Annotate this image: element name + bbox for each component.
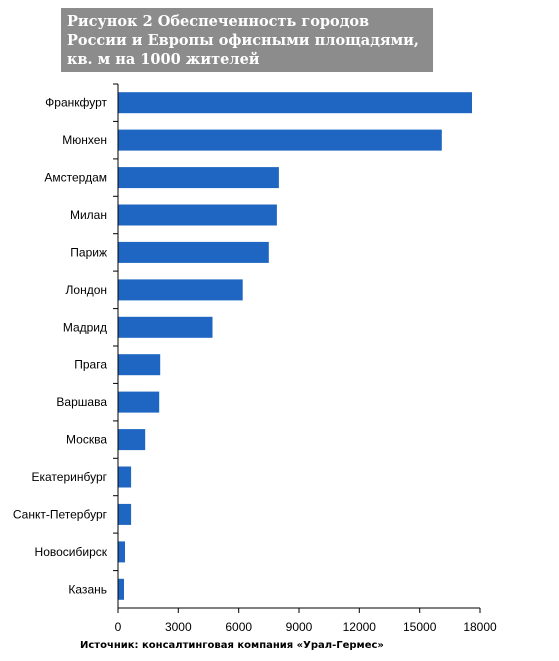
- bar: [118, 578, 124, 600]
- x-tick-label: 6000: [225, 620, 252, 634]
- x-tick-label: 0: [115, 620, 122, 634]
- bar: [118, 204, 277, 226]
- x-tick-label: 18000: [463, 620, 497, 634]
- x-tick-label: 15000: [403, 620, 437, 634]
- bar: [118, 354, 161, 376]
- category-label: Париж: [70, 245, 107, 259]
- category-label: Прага: [74, 358, 107, 372]
- source-note: Источник: консалтинговая компания «Урал-…: [80, 640, 384, 651]
- bar: [118, 241, 269, 263]
- bar: [118, 391, 160, 413]
- category-label: Мадрид: [63, 320, 107, 334]
- chart-title: Рисунок 2 Обеспеченность городов России …: [61, 8, 433, 72]
- bar: [118, 503, 132, 525]
- category-label: Варшава: [56, 395, 107, 409]
- bar: [118, 429, 146, 451]
- bar: [118, 279, 243, 301]
- x-tick-label: 12000: [343, 620, 377, 634]
- x-tick-label: 3000: [165, 620, 192, 634]
- bar: [118, 92, 472, 114]
- bar: [118, 466, 132, 488]
- category-label: Казань: [68, 582, 107, 596]
- bar: [118, 167, 279, 189]
- x-tick-label: 9000: [286, 620, 313, 634]
- category-label: Москва: [66, 433, 107, 447]
- category-label: Екатеринбург: [32, 470, 108, 484]
- category-label: Санкт-Петербург: [13, 507, 108, 521]
- category-label: Амстердам: [44, 171, 107, 185]
- category-label: Милан: [70, 208, 107, 222]
- bar: [118, 129, 442, 151]
- bar: [118, 316, 213, 338]
- bar: [118, 541, 125, 563]
- category-label: Мюнхен: [62, 133, 107, 147]
- category-label: Франкфурт: [45, 96, 107, 110]
- category-label: Новосибирск: [35, 545, 108, 559]
- category-label: Лондон: [66, 283, 107, 297]
